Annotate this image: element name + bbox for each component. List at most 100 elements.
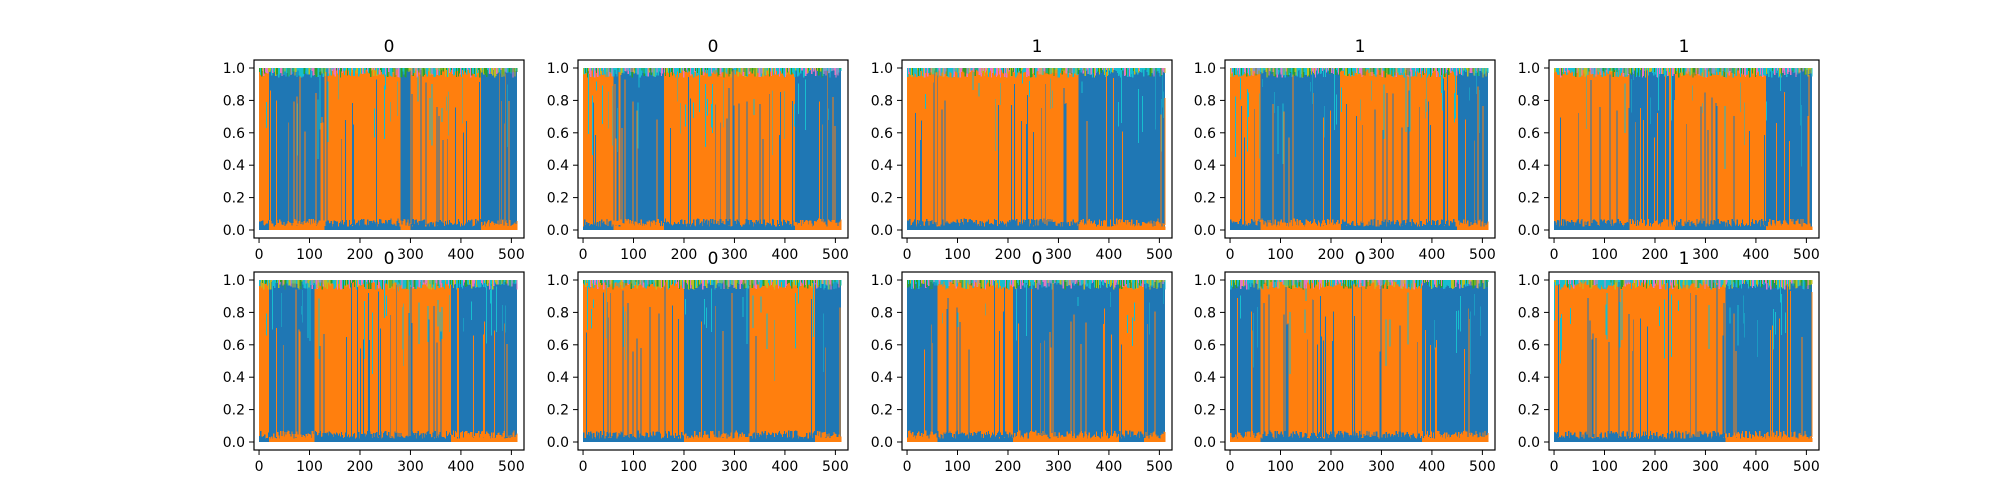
top-noise-line <box>970 280 972 286</box>
top-noise-line <box>399 280 401 287</box>
top-noise-line <box>467 68 470 70</box>
low-band-line <box>1557 220 1559 230</box>
low-band-line <box>1672 226 1674 230</box>
low-band-line <box>1138 431 1140 442</box>
top-noise-line <box>496 280 498 285</box>
top-noise-line <box>1292 280 1294 286</box>
spike-line <box>378 291 380 438</box>
low-band-line <box>987 430 990 442</box>
low-band-line <box>1605 223 1607 230</box>
top-noise-line <box>1292 68 1294 77</box>
top-noise-line <box>266 68 268 74</box>
low-band-line <box>1261 438 1263 442</box>
x-tick-label: 200 <box>671 247 698 263</box>
low-band-line <box>358 438 361 442</box>
low-band-line <box>445 224 448 230</box>
top-noise-line <box>1110 68 1113 72</box>
spike-line <box>1362 125 1364 226</box>
top-noise-line <box>1128 68 1130 70</box>
low-band-line <box>471 431 473 442</box>
low-band-line <box>1272 437 1274 442</box>
x-tick-label: 0 <box>255 459 264 475</box>
cyan-line <box>773 320 775 382</box>
low-band-line <box>449 434 452 442</box>
top-noise-line <box>1259 68 1261 75</box>
top-noise-line <box>1259 280 1261 290</box>
low-band-line <box>996 433 999 442</box>
top-noise-line <box>1458 68 1460 70</box>
top-noise-line <box>1062 68 1064 71</box>
spike-line <box>1560 117 1562 226</box>
low-band-line <box>468 434 471 442</box>
top-noise-line <box>1231 68 1233 74</box>
top-noise-line <box>289 68 291 75</box>
top-noise-line <box>1072 280 1074 283</box>
top-noise-line <box>977 68 980 72</box>
low-band-line <box>810 435 812 442</box>
cyan-line <box>783 91 785 140</box>
top-noise-line <box>1031 68 1033 78</box>
low-band-line <box>924 225 926 230</box>
low-band-line <box>814 221 816 230</box>
low-band-line <box>1016 219 1018 230</box>
low-band-line <box>1592 219 1594 230</box>
low-band-line <box>1149 223 1151 230</box>
low-band-line <box>1098 219 1101 230</box>
low-band-line <box>477 220 479 230</box>
top-noise-line <box>1804 68 1806 76</box>
low-band-line <box>671 436 674 442</box>
top-noise-line <box>1396 68 1398 74</box>
low-band-line <box>1328 223 1331 230</box>
low-band-line <box>495 223 497 230</box>
low-band-line <box>758 223 760 230</box>
low-band-line <box>610 220 612 230</box>
top-noise-line <box>1002 280 1005 288</box>
spike-line <box>755 335 757 438</box>
low-band-line <box>643 437 645 442</box>
top-noise-line <box>1255 68 1257 76</box>
top-noise-line <box>462 68 465 75</box>
top-noise-line <box>1568 68 1570 71</box>
top-noise-line <box>718 68 720 75</box>
top-noise-line <box>410 68 412 72</box>
top-noise-line <box>1040 280 1042 285</box>
low-band-line <box>833 431 835 442</box>
top-noise-line <box>1123 68 1125 71</box>
top-noise-line <box>736 280 738 284</box>
low-band-line <box>351 226 354 230</box>
low-band-line <box>1465 222 1467 230</box>
top-noise-line <box>333 280 336 290</box>
low-band-line <box>643 225 645 230</box>
low-band-line <box>285 224 287 230</box>
top-noise-line <box>635 280 637 282</box>
low-band-line <box>588 223 590 230</box>
top-noise-line <box>625 68 627 72</box>
cyan-line <box>1632 68 1634 80</box>
top-noise-line <box>327 280 329 283</box>
low-band-line <box>959 222 961 230</box>
top-noise-line <box>784 68 787 77</box>
low-band-line <box>463 432 466 442</box>
low-band-line <box>769 223 772 230</box>
top-noise-line <box>622 68 624 73</box>
top-noise-line <box>1382 68 1384 71</box>
top-noise-line <box>305 280 307 284</box>
spike-line <box>508 101 510 226</box>
low-band-line <box>1096 436 1099 442</box>
cyan-line <box>625 311 627 360</box>
low-band-line <box>1432 220 1435 230</box>
top-noise-line <box>1431 68 1434 73</box>
top-noise-line <box>805 280 807 286</box>
top-noise-line <box>727 68 729 70</box>
top-noise-line <box>1626 68 1629 77</box>
top-noise-line <box>638 68 640 78</box>
top-noise-line <box>978 68 981 76</box>
low-band-line <box>292 223 294 230</box>
cyan-line <box>441 107 443 122</box>
low-band-line <box>1154 436 1156 442</box>
low-band-line <box>607 433 609 442</box>
top-noise-line <box>357 280 360 286</box>
low-band-line <box>1161 433 1163 442</box>
low-band-line <box>591 433 593 442</box>
low-band-line <box>1157 435 1159 442</box>
